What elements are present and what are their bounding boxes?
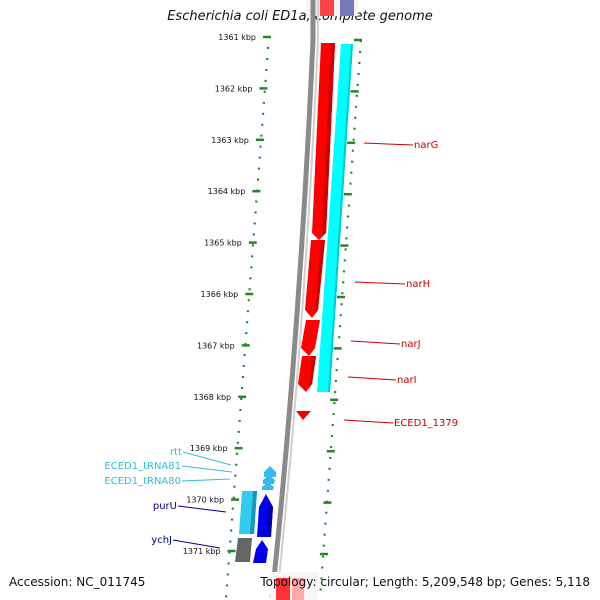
gene-label-purU[interactable]: purU <box>153 501 177 512</box>
gene-block-ychJ-gray[interactable] <box>235 538 252 562</box>
gc-content-track <box>317 44 353 392</box>
scale-tick-label: 1361 kbp <box>218 33 256 42</box>
scale-tick-label: 1363 kbp <box>211 136 249 145</box>
scale-tick-label: 1366 kbp <box>201 290 239 299</box>
gene-label-ychJ[interactable]: ychJ <box>151 535 172 546</box>
gene-label-ECED1_1379[interactable]: ECED1_1379 <box>394 418 458 429</box>
topology-text: Topology: circular; Length: 5,209,548 bp… <box>260 575 590 589</box>
scale-tick-label: 1370 kbp <box>186 496 224 505</box>
scale-tick-label: 1369 kbp <box>190 444 228 453</box>
accession-text: Accession: NC_011745 <box>9 575 146 589</box>
scale-tick-label: 1362 kbp <box>215 84 253 93</box>
scale-labels: 1361 kbp 1362 kbp 1363 kbp 1364 kbp 1365 kbp… <box>183 33 256 556</box>
scale-tick-label: 1371 kbp <box>183 547 221 556</box>
gene-label-narJ[interactable]: narJ <box>401 339 421 350</box>
gene-label-ECED1_tRNA81[interactable]: ECED1_tRNA81 <box>104 461 181 472</box>
gene-label-narI[interactable]: narI <box>397 375 417 386</box>
gene-labels: narG narH narJ narI ECED1_1379 rtt ECED1… <box>104 140 458 546</box>
gene-label-narG[interactable]: narG <box>414 140 438 151</box>
trna-marker-rtt[interactable] <box>264 466 276 477</box>
gene-label-narH[interactable]: narH <box>406 279 430 290</box>
cds-track-lower <box>235 491 273 563</box>
trna-marker-ECED1_tRNA81[interactable] <box>263 475 275 484</box>
gene-block-narJ[interactable] <box>301 320 320 356</box>
scale-tick-label: 1365 kbp <box>204 239 242 248</box>
bottom-track-strip <box>270 572 318 600</box>
backbone-track <box>269 0 319 599</box>
gene-leader-lines <box>172 142 414 549</box>
gene-block-ychJ[interactable] <box>253 540 268 563</box>
map-title: Escherichia coli ED1a, complete genome <box>167 9 433 24</box>
gene-block-ECED1_1379[interactable] <box>296 411 311 420</box>
scale-tick-label: 1367 kbp <box>197 341 235 350</box>
scale-ticks <box>227 35 362 556</box>
cds-track-forward <box>296 43 335 420</box>
gene-label-ECED1_tRNA80[interactable]: ECED1_tRNA80 <box>104 476 181 487</box>
scale-tick-label: 1368 kbp <box>193 393 231 402</box>
scale-tick-label: 1364 kbp <box>208 187 246 196</box>
rna-markers <box>262 466 276 490</box>
trna-marker-ECED1_tRNA80[interactable] <box>262 482 274 490</box>
gene-label-rtt[interactable]: rtt <box>170 447 182 458</box>
